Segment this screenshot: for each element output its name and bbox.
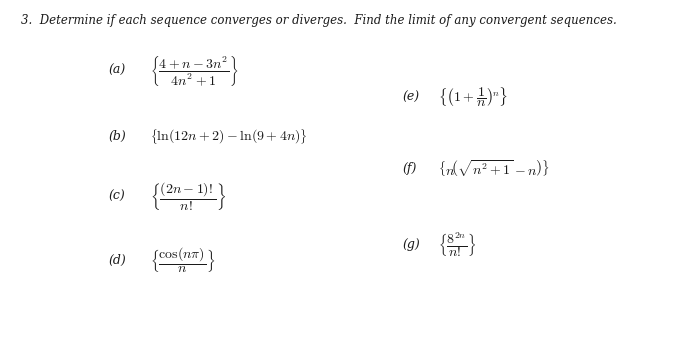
Text: (g): (g) bbox=[402, 238, 420, 251]
Text: $\left\{\dfrac{4+n-3n^2}{4n^2+1}\right\}$: $\left\{\dfrac{4+n-3n^2}{4n^2+1}\right\}… bbox=[150, 54, 239, 88]
Text: (a): (a) bbox=[108, 64, 126, 77]
Text: $\left\{n\!\left(\sqrt{n^2+1}-n\right)\right\}$: $\left\{n\!\left(\sqrt{n^2+1}-n\right)\r… bbox=[438, 158, 550, 178]
Text: (f): (f) bbox=[402, 162, 417, 175]
Text: $\left\{\dfrac{\cos(n\pi)}{n}\right\}$: $\left\{\dfrac{\cos(n\pi)}{n}\right\}$ bbox=[150, 246, 216, 275]
Text: (e): (e) bbox=[402, 91, 419, 104]
Text: (d): (d) bbox=[108, 254, 126, 267]
Text: $\left\{\ln(12n+2)-\ln(9+4n)\right\}$: $\left\{\ln(12n+2)-\ln(9+4n)\right\}$ bbox=[150, 127, 308, 146]
Text: $\left\{\dfrac{8^{2n}}{n!}\right\}$: $\left\{\dfrac{8^{2n}}{n!}\right\}$ bbox=[438, 230, 476, 259]
Text: $\left\{\left(1+\dfrac{1}{n}\right)^{\!n}\right\}$: $\left\{\left(1+\dfrac{1}{n}\right)^{\!n… bbox=[438, 86, 508, 109]
Text: (c): (c) bbox=[108, 190, 125, 203]
Text: $\left\{\dfrac{(2n-1)!}{n!}\right\}$: $\left\{\dfrac{(2n-1)!}{n!}\right\}$ bbox=[150, 180, 227, 213]
Text: 3.  Determine if each sequence converges or diverges.  Find the limit of any con: 3. Determine if each sequence converges … bbox=[21, 14, 617, 27]
Text: (b): (b) bbox=[108, 130, 126, 143]
